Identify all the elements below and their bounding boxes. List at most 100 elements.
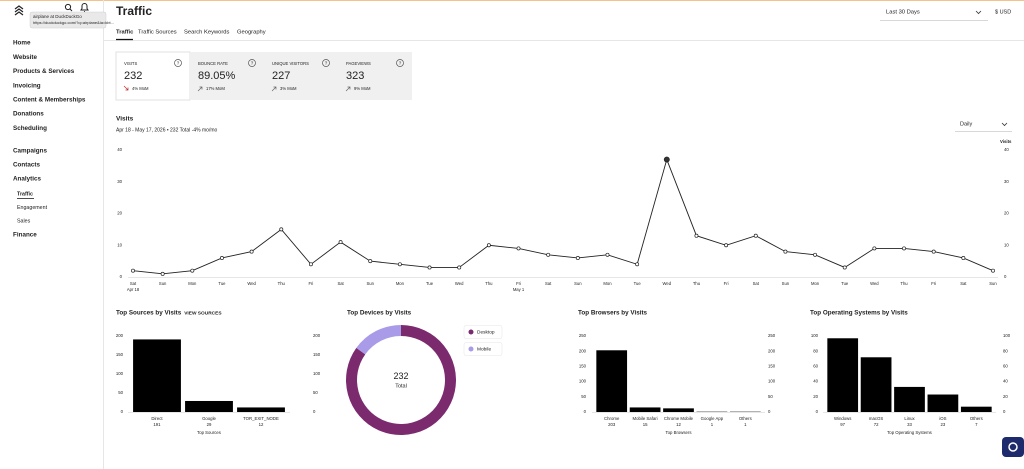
tab[interactable]: Search Keywords bbox=[184, 30, 230, 36]
bar bbox=[894, 386, 925, 412]
x-tick-label: Google App bbox=[701, 416, 724, 421]
nav-subitem[interactable]: Sales bbox=[17, 218, 31, 224]
x-tick-label: Thu bbox=[900, 281, 908, 286]
chart-title: Top Browsers by Visits bbox=[578, 310, 648, 317]
notifications-icon[interactable] bbox=[80, 3, 89, 12]
data-point bbox=[131, 268, 135, 273]
metric-card[interactable] bbox=[264, 52, 338, 100]
x-tick-label: Sat bbox=[130, 281, 137, 286]
chart-title: Top Devices by Visits bbox=[347, 310, 412, 317]
y-tick-label: 100 bbox=[579, 379, 587, 384]
x-tick-label: Mon bbox=[811, 281, 820, 286]
value-label: 203 bbox=[608, 422, 616, 427]
data-point bbox=[397, 262, 402, 267]
trend-arrow bbox=[345, 86, 351, 92]
interval-select[interactable]: Daily bbox=[960, 121, 972, 127]
help-icon[interactable] bbox=[174, 59, 182, 67]
nav-item[interactable]: Content & Memberships bbox=[13, 96, 86, 103]
nav-item[interactable]: Donations bbox=[13, 111, 44, 118]
help-icon[interactable] bbox=[322, 59, 330, 67]
y-tick-label: 10 bbox=[117, 242, 122, 247]
help-glyph: ? bbox=[399, 60, 402, 65]
tab[interactable]: Geography bbox=[237, 30, 266, 36]
trend-arrow bbox=[271, 86, 277, 92]
metric-card[interactable] bbox=[190, 52, 264, 100]
help-glyph: ? bbox=[325, 60, 328, 65]
value-label: 15 bbox=[643, 422, 648, 427]
nav-item[interactable]: Campaigns bbox=[13, 148, 47, 155]
y2-tick-label: 20 bbox=[1004, 211, 1009, 216]
legend-label: Desktop bbox=[477, 329, 495, 335]
data-point bbox=[663, 156, 670, 163]
help-icon[interactable] bbox=[396, 59, 404, 67]
tab[interactable]: Traffic Sources bbox=[138, 30, 177, 36]
nav-item[interactable]: Home bbox=[13, 40, 31, 47]
x-tick-date: May 1 bbox=[513, 287, 525, 292]
y-tick-label: 40 bbox=[117, 147, 122, 152]
donut-total: 232 bbox=[393, 371, 408, 381]
x-tick-date: Apr 18 bbox=[127, 287, 140, 292]
top-edge bbox=[0, 0, 1024, 1]
interval-chevron[interactable] bbox=[1001, 122, 1008, 127]
chart-title: Top Operating Systems by Visits bbox=[810, 310, 908, 317]
nav-item[interactable]: Contacts bbox=[13, 162, 40, 169]
chart-title: Visits bbox=[116, 116, 134, 123]
metric-card[interactable] bbox=[115, 51, 191, 101]
data-point bbox=[783, 249, 788, 254]
donut-segment bbox=[356, 325, 401, 355]
nav-subitem[interactable]: Traffic bbox=[17, 191, 33, 197]
data-point bbox=[931, 249, 936, 254]
y2-tick-label: 20 bbox=[1003, 394, 1008, 399]
search-icon[interactable] bbox=[64, 3, 73, 12]
value-label: 12 bbox=[259, 422, 264, 427]
date-range-select[interactable]: Last 30 Days bbox=[886, 10, 920, 16]
bar bbox=[827, 338, 859, 412]
nav-item[interactable]: Scheduling bbox=[13, 125, 47, 132]
legend-entry[interactable] bbox=[463, 342, 503, 356]
help-glyph: ? bbox=[251, 60, 254, 65]
help-icon[interactable] bbox=[248, 59, 256, 67]
x-tick-label: Sat bbox=[960, 281, 967, 286]
data-point bbox=[635, 262, 640, 267]
legend-entry[interactable] bbox=[463, 325, 503, 339]
range-chevron[interactable] bbox=[975, 10, 982, 15]
data-point bbox=[575, 256, 580, 260]
metric-card[interactable] bbox=[338, 52, 412, 100]
x-tick-label: Chrome bbox=[604, 416, 620, 421]
nav-item[interactable]: Analytics bbox=[13, 176, 41, 183]
bar bbox=[927, 394, 959, 412]
data-point bbox=[160, 271, 165, 276]
x-tick-label: Thu bbox=[278, 281, 286, 286]
nav-item[interactable]: Products & Services bbox=[13, 68, 75, 75]
chart-link[interactable]: VIEW SOURCES bbox=[184, 311, 222, 317]
y-tick-label: 200 bbox=[579, 348, 587, 353]
nav-subitem[interactable]: Engagement bbox=[17, 205, 48, 211]
y-tick-label: 150 bbox=[579, 364, 587, 369]
nav-item[interactable]: Invoicing bbox=[13, 82, 41, 89]
bar bbox=[596, 350, 628, 412]
bar bbox=[133, 339, 181, 412]
y-tick-label: 100 bbox=[811, 333, 819, 338]
y2-tick-label: 100 bbox=[1003, 333, 1011, 338]
data-point bbox=[338, 240, 343, 245]
y2-tick-label: 50 bbox=[768, 394, 773, 399]
y-tick-label: 250 bbox=[579, 333, 587, 338]
nav-item[interactable]: Website bbox=[13, 54, 38, 61]
y-tick-label: 100 bbox=[116, 371, 124, 376]
y2-tick-label: 0 bbox=[768, 409, 771, 414]
legend-label: Mobile bbox=[477, 346, 491, 352]
chat-widget[interactable] bbox=[1002, 437, 1024, 457]
data-point bbox=[961, 256, 966, 260]
logo[interactable] bbox=[14, 5, 24, 16]
y2-tick-label: 80 bbox=[1003, 348, 1008, 353]
x-tick-label: Windows bbox=[834, 416, 851, 421]
metric-value: 89.05% bbox=[198, 70, 236, 82]
y-tick-label: 0 bbox=[120, 274, 123, 279]
chart-change: -4% mo/mo bbox=[192, 127, 218, 133]
nav-item[interactable]: Finance bbox=[13, 232, 37, 239]
x-tick-label: Wed bbox=[663, 281, 672, 286]
x-axis-label: Top Browsers bbox=[665, 430, 691, 435]
tab[interactable]: Traffic bbox=[116, 30, 134, 36]
